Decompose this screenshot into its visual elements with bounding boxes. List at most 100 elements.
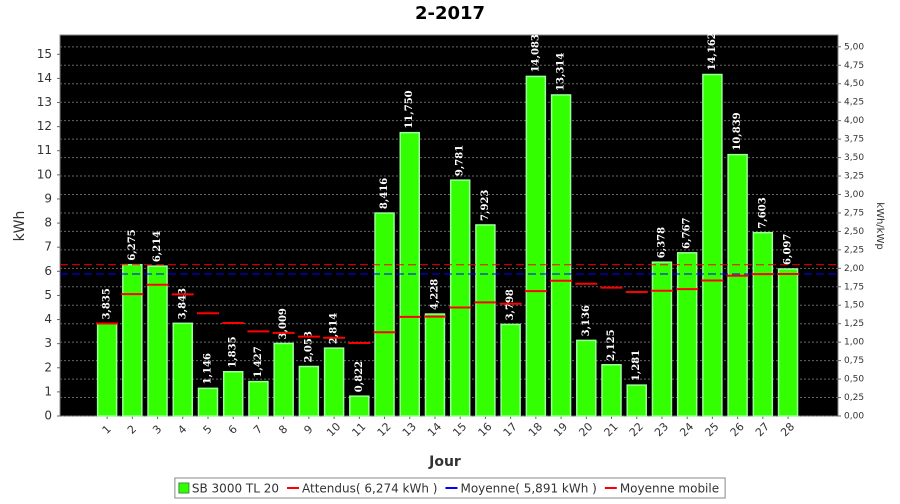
y2-tick-label: 2,25: [844, 245, 864, 255]
data-label: 3,798: [505, 289, 516, 320]
data-label: 6,097: [783, 234, 794, 265]
y2-tick-label: 0,00: [844, 412, 864, 422]
y-axis-label: kWh: [12, 211, 28, 242]
x-tick-label: 19: [551, 420, 570, 439]
data-label: 4,228: [429, 279, 440, 310]
y2-tick-label: 3,25: [844, 172, 864, 182]
y-tick-label: 4: [44, 312, 52, 326]
legend-label: Moyenne( 5,891 kWh ): [460, 482, 596, 496]
x-tick-label: 28: [778, 420, 797, 439]
data-label: 6,378: [656, 227, 667, 258]
data-label: 2,125: [606, 329, 617, 360]
y2-tick-label: 1,75: [844, 282, 864, 292]
x-tick-label: 5: [201, 423, 215, 437]
bar: [147, 265, 168, 417]
data-label: 10,839: [732, 112, 743, 150]
y2-tick-label: 4,75: [844, 61, 864, 71]
x-tick-label: 6: [226, 423, 240, 437]
data-label: 1,281: [631, 350, 642, 381]
bar: [248, 380, 269, 417]
y2-tick-label: 1,50: [844, 301, 864, 311]
y2-tick-label: 2,50: [844, 227, 864, 237]
bar: [475, 224, 496, 417]
bar: [500, 323, 521, 417]
bar: [222, 371, 244, 417]
x-tick-label: 17: [501, 420, 520, 439]
bar: [374, 212, 395, 417]
bar: [550, 94, 572, 417]
data-label: 8,416: [379, 178, 390, 209]
data-label: 11,750: [404, 90, 415, 128]
bar: [96, 322, 118, 417]
x-tick-label: 23: [652, 420, 671, 439]
legend-symbol: [178, 482, 190, 494]
y-tick-label: 2: [44, 360, 52, 374]
x-tick-label: 22: [627, 420, 646, 439]
data-label: 2,053: [303, 331, 314, 362]
y-tick-label: 1: [44, 384, 52, 398]
y2-tick-label: 4,50: [844, 79, 864, 89]
x-tick-label: 10: [324, 420, 343, 439]
y2-tick-label: 1,00: [844, 338, 864, 348]
y-tick-label: 6: [44, 264, 52, 278]
bar: [626, 384, 647, 417]
y-tick-label: 13: [37, 95, 52, 109]
y-tick-label: 3: [44, 336, 52, 350]
y2-tick-label: 0,75: [844, 356, 864, 366]
data-label: 3,835: [102, 288, 113, 319]
chart-title: 2-2017: [415, 3, 485, 24]
data-label: 1,835: [228, 336, 239, 367]
x-tick-label: 4: [175, 423, 189, 437]
data-label: 13,314: [556, 53, 567, 91]
data-label: 3,843: [177, 288, 188, 319]
y2-tick-label: 4,00: [844, 116, 864, 126]
y2-tick-label: 4,25: [844, 98, 864, 108]
x-tick-label: 13: [400, 420, 419, 439]
bar: [449, 179, 471, 417]
bar: [122, 263, 143, 417]
y-tick-label: 10: [37, 167, 52, 181]
x-tick-label: 15: [450, 420, 469, 439]
data-label: 3,136: [581, 305, 592, 336]
bar: [349, 395, 370, 417]
legend: SB 3000 TL 20 Attendus( 6,274 kWh ) Moyenn…: [174, 477, 726, 499]
y-tick-label: 9: [44, 191, 52, 205]
data-label: 3,009: [278, 308, 289, 339]
x-tick-label: 8: [276, 423, 290, 437]
x-axis-label: Jour: [428, 454, 461, 470]
bar: [323, 347, 345, 417]
y2-tick-label: 5,00: [844, 42, 864, 52]
bar: [197, 387, 219, 417]
data-label: 6,214: [152, 231, 163, 262]
y-tick-label: 7: [44, 240, 52, 254]
x-tick-label: 12: [375, 420, 394, 439]
bar: [601, 364, 622, 417]
y2-tick-label: 0,50: [844, 375, 864, 385]
y-tick-label: 0: [44, 409, 52, 423]
bar: [702, 73, 723, 417]
x-tick-label: 3: [150, 423, 164, 437]
data-label: 9,781: [455, 145, 466, 176]
data-label: 2,814: [329, 313, 340, 344]
y-tick-label: 12: [37, 119, 52, 133]
bar: [777, 268, 799, 417]
bar: [424, 313, 446, 417]
y2-tick-label: 2,00: [844, 264, 864, 274]
x-tick-label: 11: [349, 420, 368, 439]
x-tick-label: 21: [602, 420, 621, 439]
data-label: 14,162: [707, 32, 718, 70]
data-label: 1,146: [202, 353, 213, 384]
x-tick-label: 9: [301, 423, 315, 437]
data-label: 0,822: [354, 361, 365, 392]
data-label: 1,427: [253, 346, 264, 377]
x-tick-label: 26: [728, 420, 747, 439]
legend-label: Moyenne mobile: [620, 482, 719, 496]
x-tick-label: 25: [702, 420, 721, 439]
bar: [273, 342, 294, 417]
y2-tick-label: 1,25: [844, 319, 864, 329]
legend-label: Attendus( 6,274 kWh ): [302, 482, 437, 496]
bar: [576, 339, 597, 417]
y2-tick-label: 3,50: [844, 153, 864, 163]
